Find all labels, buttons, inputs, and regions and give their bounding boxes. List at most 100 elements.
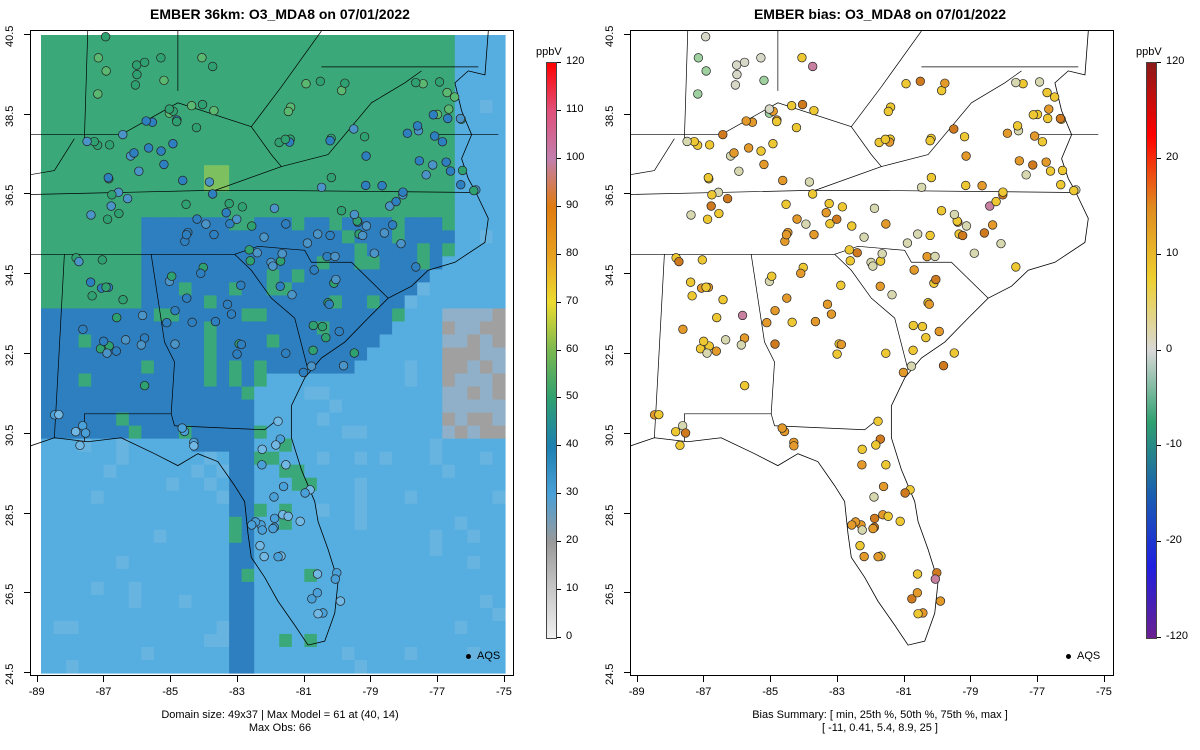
model-station-point: [237, 202, 248, 212]
bias-station-point: [935, 596, 946, 606]
model-station-point: [275, 281, 285, 291]
model-station-point: [244, 245, 254, 255]
bias-footer-line1: Bias Summary: [ min, 25th %, 50th %, 75t…: [752, 709, 1008, 721]
model-station-point: [99, 336, 109, 346]
colorbar-tick-mark: [557, 397, 561, 399]
bias-panel-title: EMBER bias: O3_MDA8 on 07/01/2022: [753, 6, 1007, 22]
bias-station-point: [810, 316, 821, 327]
bias-station-point: [739, 380, 750, 391]
bias-station-point: [961, 151, 971, 161]
bias-station-point: [702, 348, 712, 358]
model-station-point: [280, 134, 290, 144]
bias-station-point: [701, 282, 711, 292]
model-station-point: [287, 290, 297, 300]
bias-station-point: [778, 175, 788, 186]
x-tick-mark: [636, 676, 638, 682]
bias-station-point: [924, 299, 934, 309]
model-station-point: [377, 181, 387, 191]
y-tick-label: 26.5: [4, 583, 16, 606]
bias-station-point: [732, 60, 742, 70]
x-tick-label: -87: [695, 686, 712, 698]
bias-station-point: [859, 232, 869, 242]
bias-station-point: [686, 210, 696, 220]
model-station-point: [379, 228, 390, 238]
bias-station-point: [704, 140, 715, 150]
state-boundary: [631, 102, 882, 191]
model-station-point: [247, 221, 257, 231]
bias-station-point: [1037, 137, 1048, 147]
bias-station-point: [739, 57, 750, 67]
model-station-point: [335, 596, 346, 606]
model-station-point: [208, 61, 218, 72]
model-station-point: [78, 324, 88, 334]
state-boundary: [881, 70, 1022, 167]
model-station-point: [283, 106, 293, 117]
aqs-legend: AQS: [1066, 650, 1100, 662]
bias-station-point: [961, 221, 972, 231]
bias-station-point: [934, 326, 944, 337]
bias-station-point: [1029, 131, 1040, 141]
colorbar-tick-label: 30: [566, 486, 579, 499]
bias-station-point: [712, 312, 722, 323]
model-station-point: [209, 229, 219, 240]
model-station-point: [444, 104, 454, 114]
model-station-point: [283, 511, 293, 521]
model-station-point: [162, 318, 172, 328]
model-station-point: [271, 440, 281, 450]
bias-station-point: [807, 189, 818, 199]
model-station-point: [308, 345, 318, 355]
colorbar-tick-mark: [557, 493, 561, 495]
x-tick-mark: [770, 676, 772, 682]
x-tick-mark: [36, 676, 38, 682]
model-station-point: [143, 143, 154, 153]
bias-station-point: [824, 198, 834, 209]
model-station-point: [428, 160, 438, 170]
bias-station-point: [718, 295, 728, 305]
x-tick-label: -81: [895, 686, 912, 698]
x-tick-label: -75: [1096, 686, 1112, 698]
bias-station-point: [912, 588, 923, 598]
bias-station-point: [737, 310, 748, 321]
model-station-point: [245, 256, 255, 266]
model-station-point: [269, 492, 279, 502]
bias-station-point: [699, 336, 709, 346]
y-tick-mark: [624, 33, 630, 35]
model-station-point: [295, 516, 305, 526]
bias-station-point: [1021, 170, 1031, 180]
bias-station-point: [855, 541, 865, 551]
bias-station-point: [940, 78, 950, 88]
bias-station-point: [680, 428, 691, 438]
state-boundary: [834, 254, 909, 371]
model-station-point: [222, 299, 233, 309]
bias-station-point: [881, 348, 891, 358]
bias-station-point: [797, 53, 807, 63]
model-station-point: [358, 230, 368, 241]
model-station-point: [118, 295, 128, 305]
model-station-point: [172, 116, 182, 127]
model-station-point: [359, 132, 370, 142]
y-tick-label: 38.5: [4, 105, 16, 127]
model-map: [31, 31, 506, 674]
colorbar-tick-label: 60: [566, 342, 579, 355]
model-station-point: [336, 206, 347, 216]
model-station-point: [316, 182, 327, 192]
model-station-point: [312, 569, 323, 579]
bias-station-point: [847, 221, 857, 231]
model-station-point: [445, 166, 456, 176]
model-station-point: [385, 201, 395, 211]
bias-station-point: [949, 209, 960, 220]
model-map-frame: [30, 30, 514, 676]
y-tick-label: 24.5: [604, 663, 616, 685]
model-station-point: [210, 316, 221, 327]
bias-station-point: [706, 201, 716, 211]
model-station-point: [298, 367, 309, 378]
colorbar-tick-mark: [557, 109, 561, 111]
x-tick-mark: [1037, 676, 1039, 682]
model-station-point: [307, 594, 317, 604]
bias-station-point: [1014, 156, 1024, 166]
y-tick-label: 40.5: [604, 25, 616, 47]
model-station-point: [324, 299, 334, 309]
bias-station-point: [857, 460, 867, 470]
x-tick-mark: [170, 676, 172, 682]
model-station-point: [429, 131, 440, 141]
